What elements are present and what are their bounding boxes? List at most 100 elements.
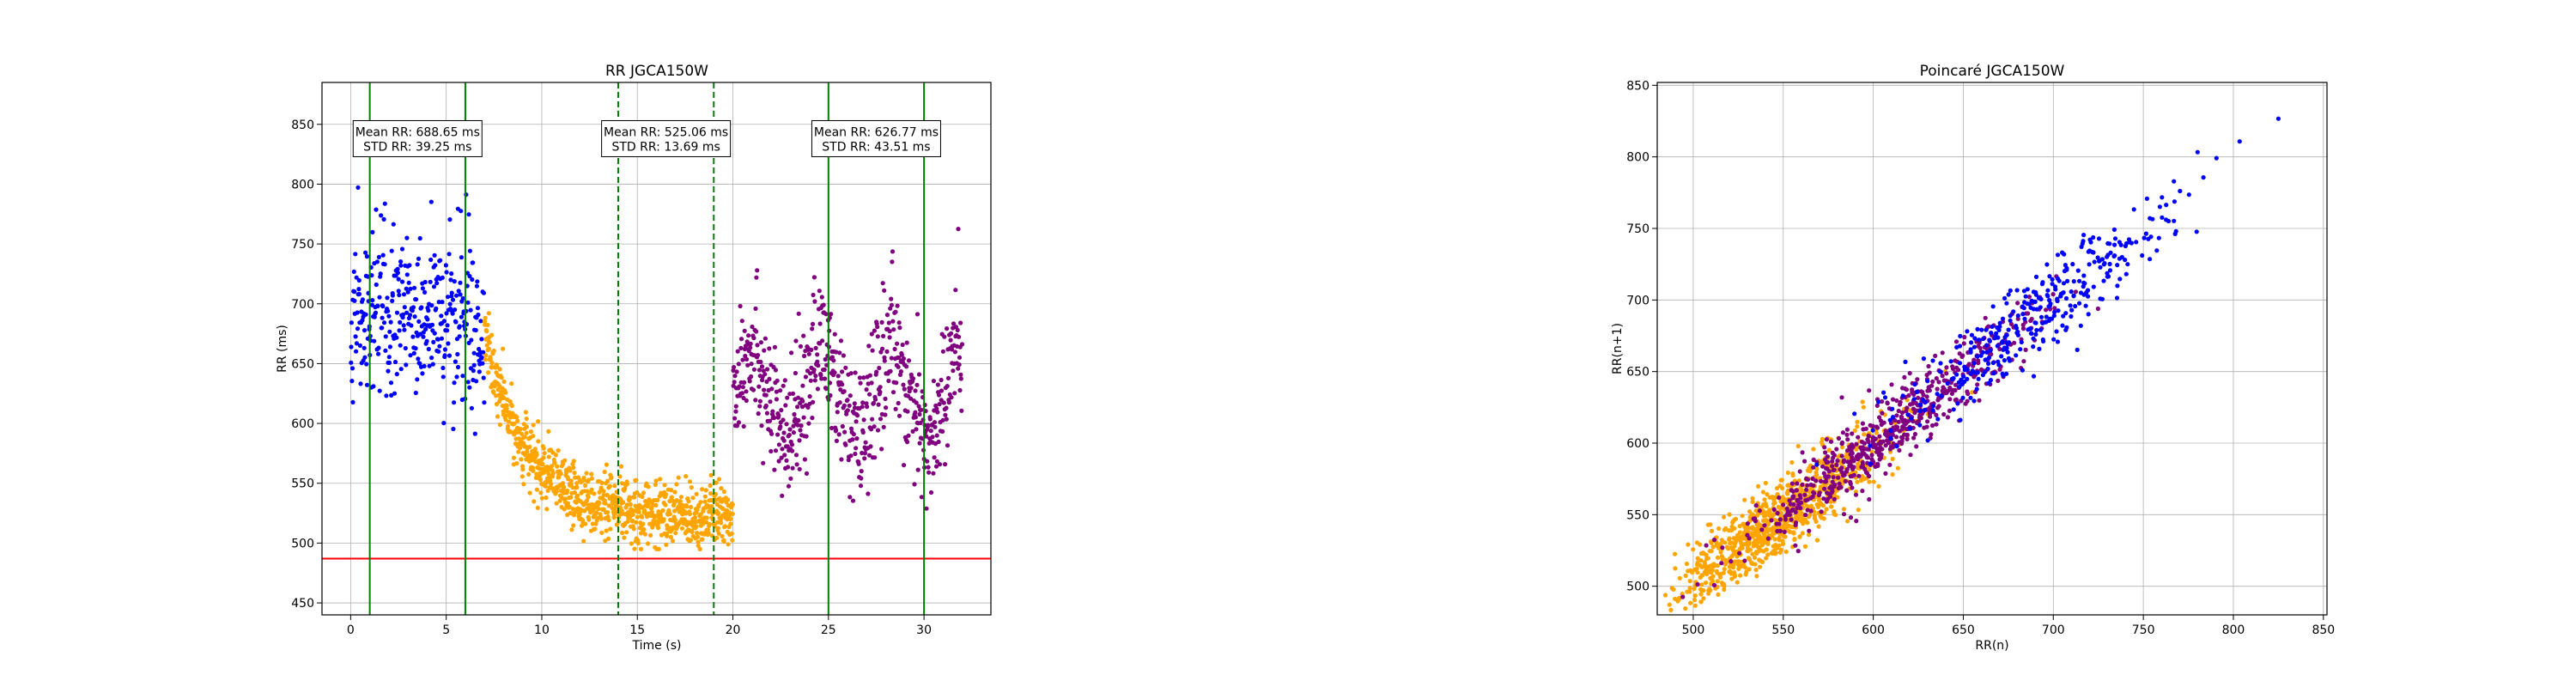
rr-point	[919, 407, 924, 412]
rr-point	[574, 484, 580, 490]
poincare-point	[1733, 540, 1738, 545]
rr-point	[763, 403, 769, 409]
rr-point	[806, 351, 811, 356]
rr-point	[769, 431, 775, 436]
rr-point	[382, 262, 387, 267]
poincare-point	[1811, 465, 1816, 470]
rr-point	[702, 494, 708, 499]
poincare-point	[1944, 390, 1949, 395]
rr-point	[570, 507, 575, 512]
poincare-point	[2020, 368, 2025, 373]
rr-point	[835, 410, 840, 415]
rr-point	[795, 404, 800, 410]
rr-point	[858, 380, 863, 386]
rr-point	[446, 341, 451, 346]
poincare-point	[2044, 293, 2050, 298]
rr-point	[475, 279, 480, 284]
rr-point	[732, 416, 738, 421]
poincare-point	[1747, 509, 1753, 514]
poincare-point	[2052, 309, 2057, 314]
poincare-point	[1914, 444, 1919, 449]
rr-point	[388, 319, 393, 325]
rr-point	[925, 459, 930, 464]
poincare-point	[2097, 258, 2102, 264]
poincare-point	[1985, 366, 1990, 372]
poincare-point	[1795, 481, 1800, 486]
poincare-point	[2086, 312, 2091, 317]
poincare-point	[2112, 242, 2117, 247]
rr-point	[646, 484, 651, 489]
rr-point	[374, 282, 379, 288]
rr-xtick-label: 15	[629, 623, 645, 637]
rr-point	[371, 384, 376, 389]
rr-point	[586, 517, 592, 522]
rr-point	[823, 312, 829, 317]
rr-point	[424, 338, 429, 344]
poincare-point	[1793, 520, 1799, 526]
rr-point	[394, 310, 400, 315]
rr-point	[815, 352, 820, 357]
rr-point	[809, 347, 814, 352]
poincare-point	[1898, 399, 1903, 404]
rr-point	[762, 372, 768, 377]
rr-point	[684, 504, 690, 509]
rr-point	[482, 319, 488, 324]
poincare-point	[1698, 575, 1703, 580]
poincare-point	[2142, 235, 2147, 240]
poincare-point	[1740, 514, 1745, 519]
poincare-point	[1971, 361, 1977, 366]
poincare-point	[1762, 523, 1767, 528]
poincare-point	[1698, 562, 1703, 568]
poincare-point	[1750, 532, 1755, 537]
poincare-point	[1871, 479, 1876, 484]
poincare-point	[1716, 526, 1722, 532]
rr-point	[412, 314, 417, 319]
poincare-point	[1930, 408, 1935, 413]
poincare-point	[1841, 458, 1847, 463]
rr-point	[875, 428, 881, 433]
rr-point	[662, 483, 667, 488]
poincare-point	[1753, 555, 1758, 560]
rr-point	[581, 538, 586, 544]
rr-point	[408, 313, 413, 318]
rr-points	[349, 185, 965, 552]
rr-point	[869, 427, 874, 432]
rr-point	[797, 466, 802, 471]
poincare-point	[1750, 561, 1755, 567]
poincare-point	[1952, 387, 1957, 393]
poincare-point	[1732, 526, 1737, 531]
rr-point	[802, 353, 807, 359]
rr-point	[694, 491, 699, 497]
poincare-point	[2021, 359, 2026, 364]
poincare-point	[1916, 395, 1921, 400]
poincare-point	[1778, 510, 1783, 516]
poincare-point	[1691, 547, 1696, 552]
poincare-point	[1907, 426, 1913, 431]
rr-point	[886, 378, 891, 384]
rr-point	[483, 353, 489, 358]
rr-point	[931, 379, 936, 384]
rr-point	[569, 527, 574, 532]
poincare-point	[2047, 303, 2052, 308]
rr-point	[377, 295, 382, 300]
rr-point	[744, 389, 749, 394]
rr-point	[491, 390, 496, 395]
rr-point	[609, 475, 614, 480]
rr-point	[841, 389, 847, 394]
rr-point	[754, 275, 759, 280]
rr-lines	[322, 82, 991, 615]
poincare-point	[2201, 175, 2206, 180]
rr-point	[760, 378, 765, 383]
poincare-point	[1954, 344, 1959, 350]
rr-point	[926, 465, 931, 470]
poincare-point	[1777, 528, 1783, 534]
poincare-point	[1819, 478, 1824, 484]
poincare-point	[1877, 434, 1882, 439]
rr-point	[420, 286, 425, 291]
rr-point	[349, 360, 354, 365]
poincare-point	[2214, 155, 2219, 161]
rr-point	[800, 383, 805, 388]
poincare-point	[1881, 390, 1886, 395]
rr-point	[893, 309, 898, 314]
rr-point	[743, 353, 748, 359]
